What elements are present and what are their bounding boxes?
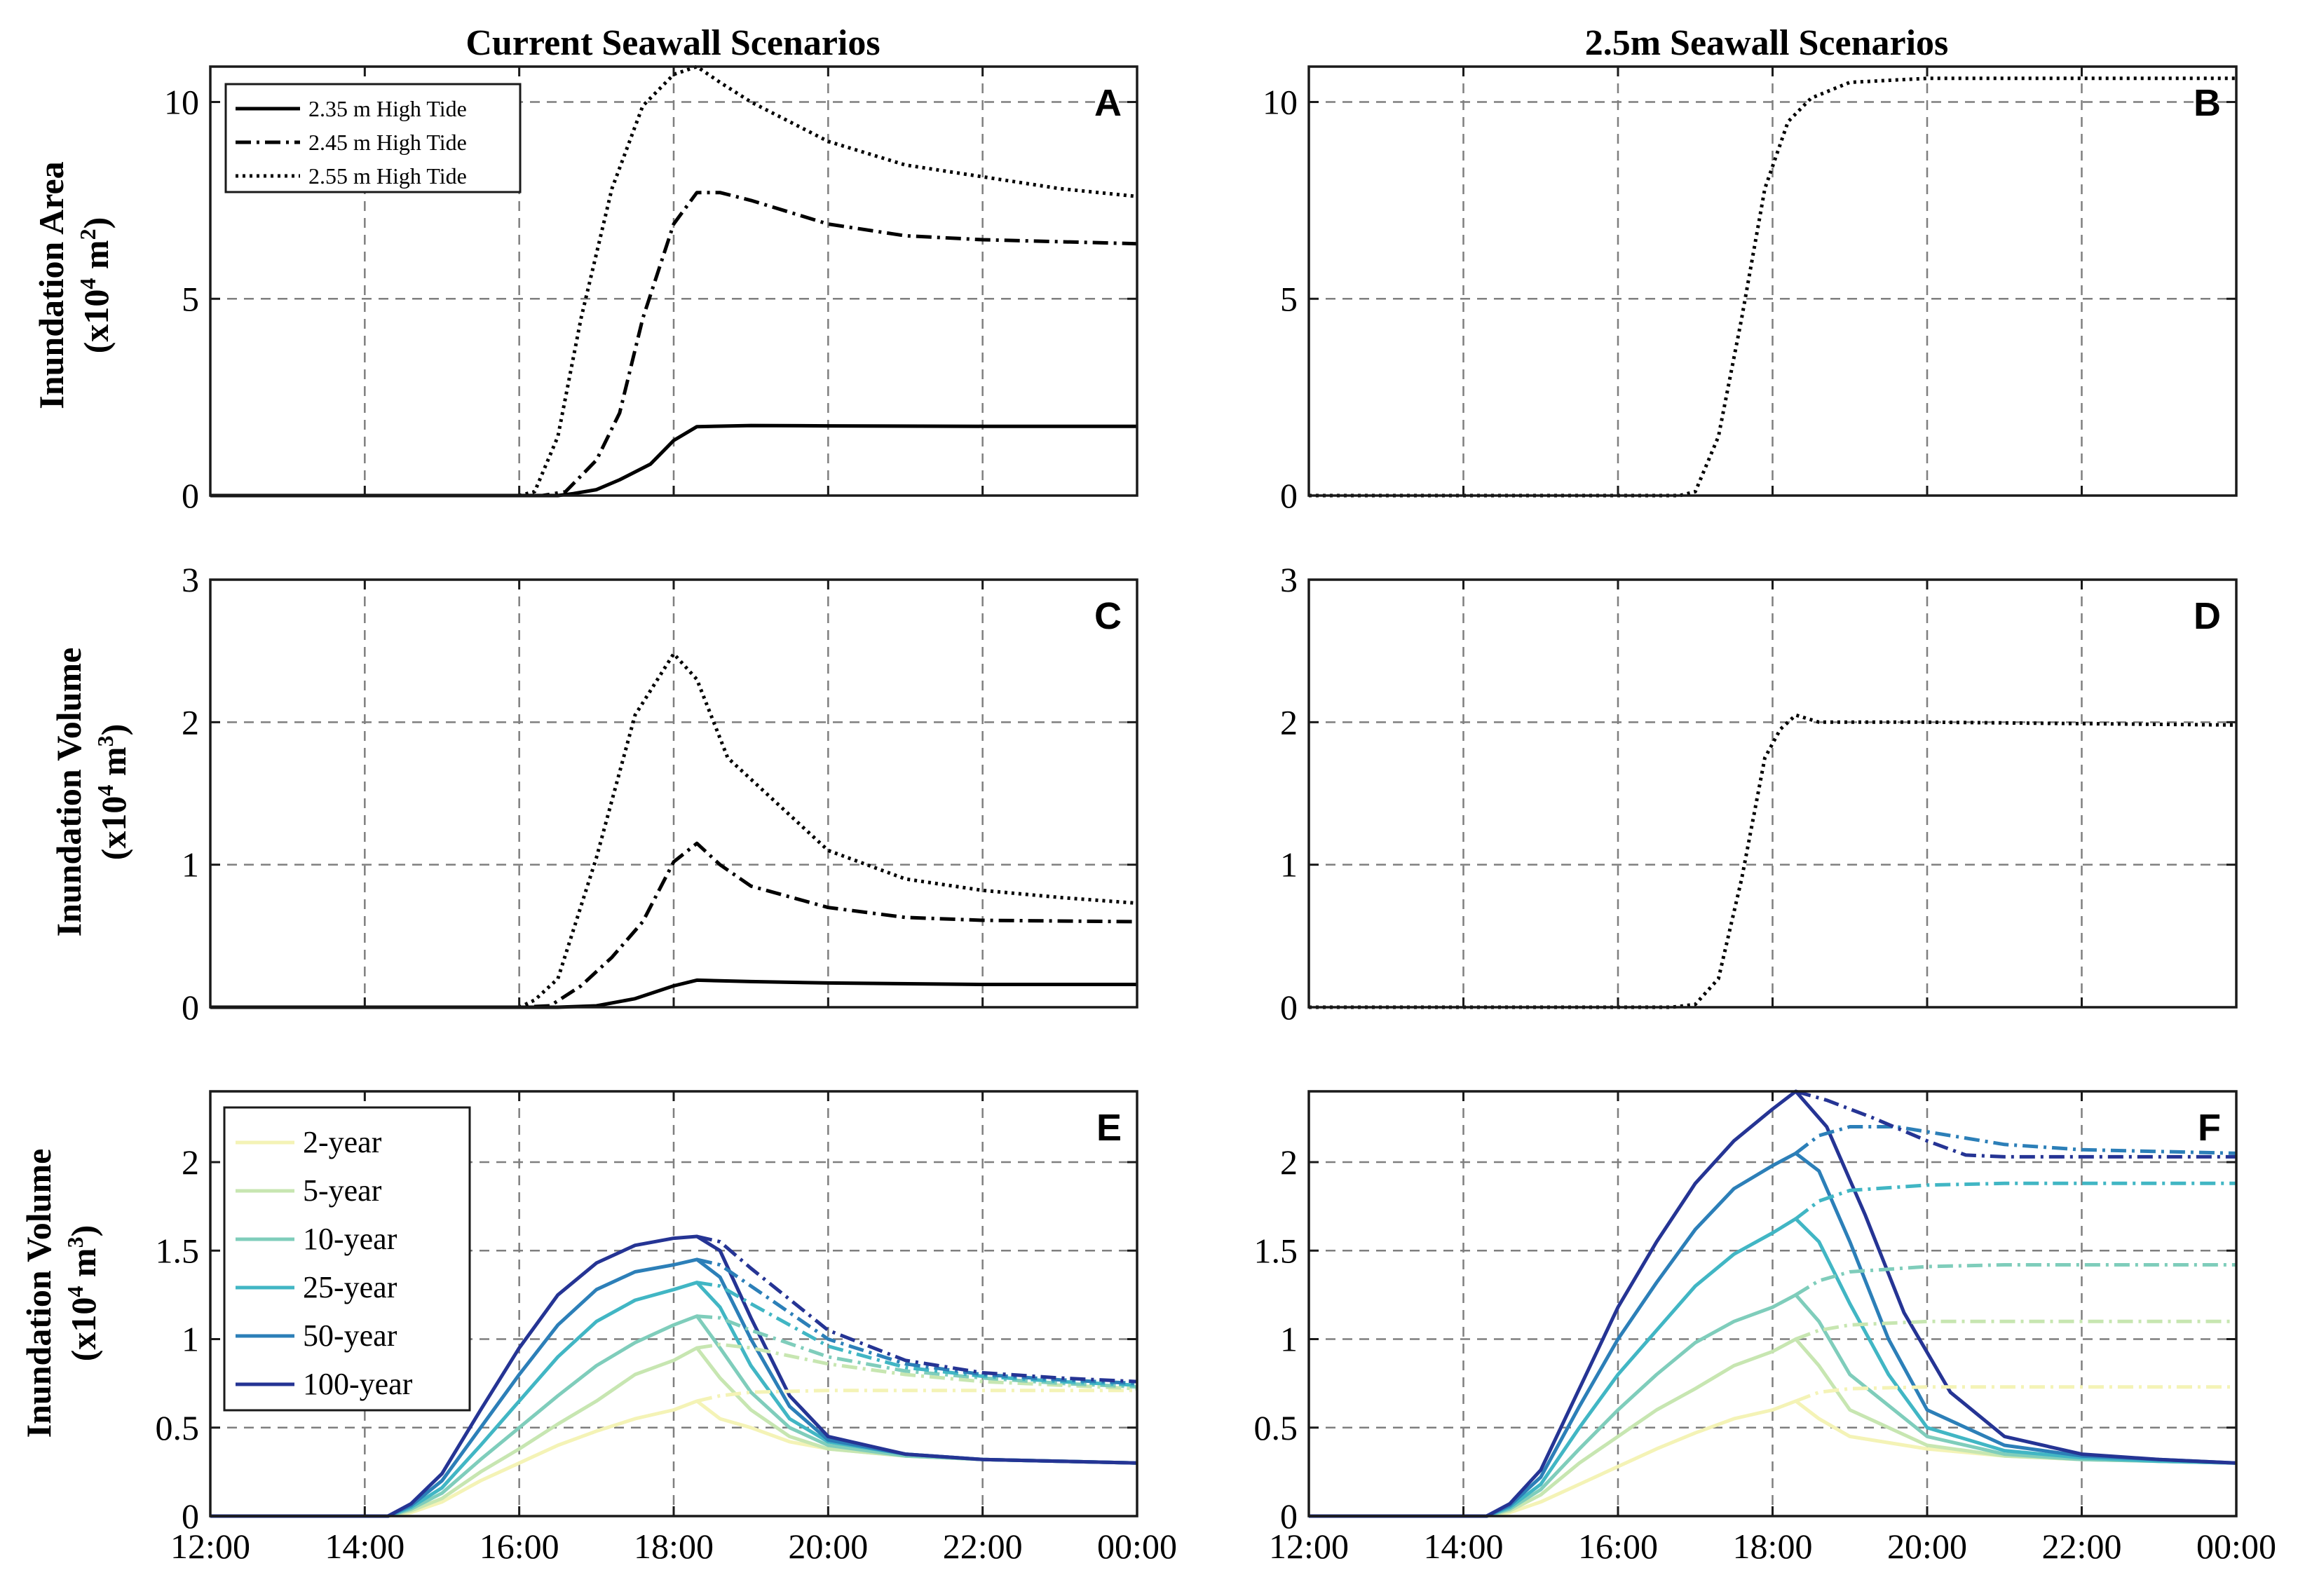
series-line-10-year (1309, 1293, 2237, 1518)
y-tick-label: 0 (1280, 476, 1298, 515)
x-tick-label: 00:00 (2196, 1527, 2276, 1566)
y-tick-label: 1 (1280, 1320, 1298, 1359)
series-line-10-year (210, 1314, 1138, 1518)
panel-d: 0 1 2 3 D (1280, 560, 2238, 1027)
series-line-2-year-dash-dot (696, 1389, 1137, 1403)
legend-tide-label-1: 2.45 m High Tide (308, 130, 467, 155)
y-tick-label: 2 (182, 1143, 199, 1182)
x-tick-label: 22:00 (943, 1527, 1023, 1566)
y-tick-label: 10 (164, 83, 199, 122)
panel-e: 0 0.5 1 1.5 2 12:00 14:00 16:00 18:00 20:00 22:00 0… (156, 1090, 1177, 1566)
col-title-current: Current Seawall Scenarios (465, 23, 880, 63)
panel-b: 0 5 10 B (1263, 65, 2238, 515)
row-ylabel-area-line2: (x104 m2) (75, 217, 116, 353)
series-line-50-year (1309, 1151, 2237, 1518)
row-ylabel-volume-1-line1: Inundation Volume (49, 648, 88, 937)
y-tick-label: 0 (182, 476, 199, 515)
series-line-2-year-dash-dot (1795, 1385, 2236, 1403)
y-tick-label: 2 (1280, 702, 1298, 742)
legend-tide: 2.35 m High Tide 2.45 m High Tide 2.55 m… (224, 83, 522, 193)
y-tick-label: 1.5 (1254, 1231, 1298, 1270)
y-tick-label: 0 (1280, 988, 1298, 1027)
y-tick-label: 10 (1263, 83, 1298, 122)
panel-letter: A (1094, 82, 1122, 124)
series-line-2-55-m-high-tide (210, 652, 1138, 1009)
x-tick-label: 18:00 (1733, 1527, 1813, 1566)
series-line-100-year (210, 1234, 1138, 1518)
x-tick-label: 12:00 (1269, 1527, 1349, 1566)
y-tick-label: 1 (182, 1320, 199, 1359)
x-tick-label: 18:00 (634, 1527, 714, 1566)
series-line-25-year (1309, 1217, 2237, 1518)
series-line-100-year-dash-dot (1795, 1089, 2236, 1159)
series-line-25-year-dash-dot (1795, 1181, 2236, 1220)
x-tick-label: 22:00 (2042, 1527, 2122, 1566)
y-tick-label: 5 (1280, 279, 1298, 318)
legend-rp-label-10-year: 10-year (303, 1222, 397, 1256)
x-tick-label: 12:00 (170, 1527, 250, 1566)
series-line-10-year-dash-dot (1795, 1263, 2236, 1297)
plot-area (210, 580, 1137, 1007)
legend-rp-label-5-year: 5-year (303, 1173, 382, 1208)
y-tick-label: 3 (182, 560, 199, 599)
x-tick-label: 20:00 (788, 1527, 868, 1566)
legend-return-period: 2-year 5-year 10-year 25-year 50-year 10… (223, 1106, 471, 1412)
y-tick-label: 0 (1280, 1496, 1298, 1536)
series-line-2-45-m-high-tide (210, 191, 1138, 498)
y-tick-label: 1 (182, 845, 199, 885)
legend-rp-box (223, 1106, 471, 1412)
x-tick-label: 14:00 (325, 1527, 404, 1566)
legend-tide-box (224, 83, 522, 193)
plot-area (1309, 580, 2236, 1007)
panel-letter: F (2198, 1107, 2221, 1149)
y-tick-label: 3 (1280, 560, 1298, 599)
row-ylabel-area: Inundation Area (x104 m2) (32, 161, 116, 409)
panel-c: 0 1 2 3 C (182, 560, 1138, 1027)
legend-rp-label-100-year: 100-year (303, 1367, 413, 1401)
x-tick-label: 20:00 (1887, 1527, 1967, 1566)
row-ylabel-volume-1-line2: (x104 m3) (93, 724, 133, 860)
plot-area (1309, 67, 2236, 496)
series-line-100-year (1309, 1089, 2237, 1518)
row-ylabel-volume-2-line2: (x104 m3) (62, 1225, 103, 1361)
y-tick-label: 2 (182, 702, 199, 742)
legend-rp-label-2-year: 2-year (303, 1125, 382, 1159)
x-tick-label: 00:00 (1097, 1527, 1177, 1566)
panel-letter: E (1096, 1107, 1122, 1149)
row-ylabel-volume-2: Inundation Volume (x104 m3) (19, 1149, 103, 1438)
legend-rp-label-25-year: 25-year (303, 1270, 397, 1304)
panel-f: 0 0.5 1 1.5 2 12:00 14:00 16:00 18:00 20:00 22:00 0… (1254, 1089, 2276, 1566)
y-tick-label: 5 (182, 279, 199, 318)
col-title-2p5m: 2.5m Seawall Scenarios (1585, 23, 1949, 63)
series-line-50-year-dash-dot (696, 1257, 1138, 1386)
x-tick-label: 14:00 (1424, 1527, 1504, 1566)
y-tick-label: 2 (1280, 1143, 1298, 1182)
legend-tide-label-2: 2.55 m High Tide (308, 163, 467, 189)
row-ylabel-volume-1: Inundation Volume (x104 m3) (49, 648, 133, 937)
series-line-2-55-m-high-tide (210, 64, 1138, 498)
row-ylabel-volume-2-line1: Inundation Volume (19, 1149, 58, 1438)
y-tick-label: 0 (182, 988, 199, 1027)
y-tick-label: 0.5 (1254, 1408, 1298, 1447)
series-line-100-year-dash-dot (696, 1234, 1138, 1384)
y-tick-label: 0.5 (156, 1408, 200, 1447)
panel-letter: B (2194, 82, 2221, 124)
legend-rp-label-50-year: 50-year (303, 1318, 397, 1353)
series-line-2-45-m-high-tide (210, 841, 1138, 1009)
panel-letter: C (1094, 595, 1122, 637)
y-tick-label: 1 (1280, 845, 1298, 885)
row-ylabel-area-line1: Inundation Area (32, 161, 71, 409)
series-line-5-year-dash-dot (1795, 1319, 2236, 1341)
y-tick-label: 0 (182, 1496, 199, 1536)
series-line-25-year-dash-dot (696, 1281, 1138, 1387)
series-line-2-55-m-high-tide (1309, 76, 2236, 498)
y-tick-label: 1.5 (156, 1231, 200, 1270)
x-tick-label: 16:00 (480, 1527, 559, 1566)
series-line-10-year-dash-dot (696, 1314, 1138, 1389)
panel-letter: D (2194, 595, 2221, 637)
series-line-50-year-dash-dot (1795, 1125, 2237, 1155)
legend-tide-label-0: 2.35 m High Tide (308, 96, 467, 121)
x-tick-label: 16:00 (1578, 1527, 1658, 1566)
